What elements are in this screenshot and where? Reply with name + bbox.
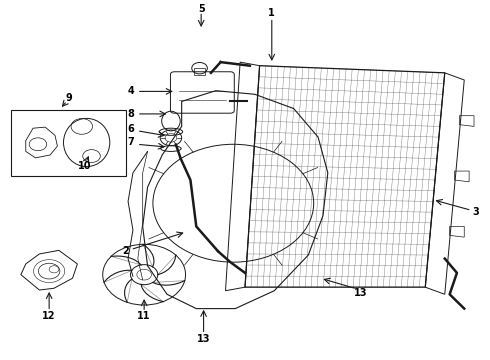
Text: 11: 11 bbox=[137, 311, 151, 321]
Text: 6: 6 bbox=[127, 124, 134, 134]
Text: 2: 2 bbox=[122, 247, 129, 256]
Text: 5: 5 bbox=[198, 4, 204, 14]
Text: 4: 4 bbox=[127, 86, 134, 96]
Text: 9: 9 bbox=[65, 93, 72, 103]
Text: 1: 1 bbox=[269, 8, 275, 18]
Text: 13: 13 bbox=[354, 288, 368, 297]
Text: 8: 8 bbox=[127, 109, 134, 119]
Bar bbox=[11, 111, 125, 176]
Text: 13: 13 bbox=[197, 334, 210, 344]
Text: 10: 10 bbox=[77, 161, 91, 171]
Bar bbox=[194, 68, 205, 75]
Text: 3: 3 bbox=[472, 207, 479, 217]
Text: 7: 7 bbox=[127, 138, 134, 148]
Text: 12: 12 bbox=[43, 311, 56, 321]
